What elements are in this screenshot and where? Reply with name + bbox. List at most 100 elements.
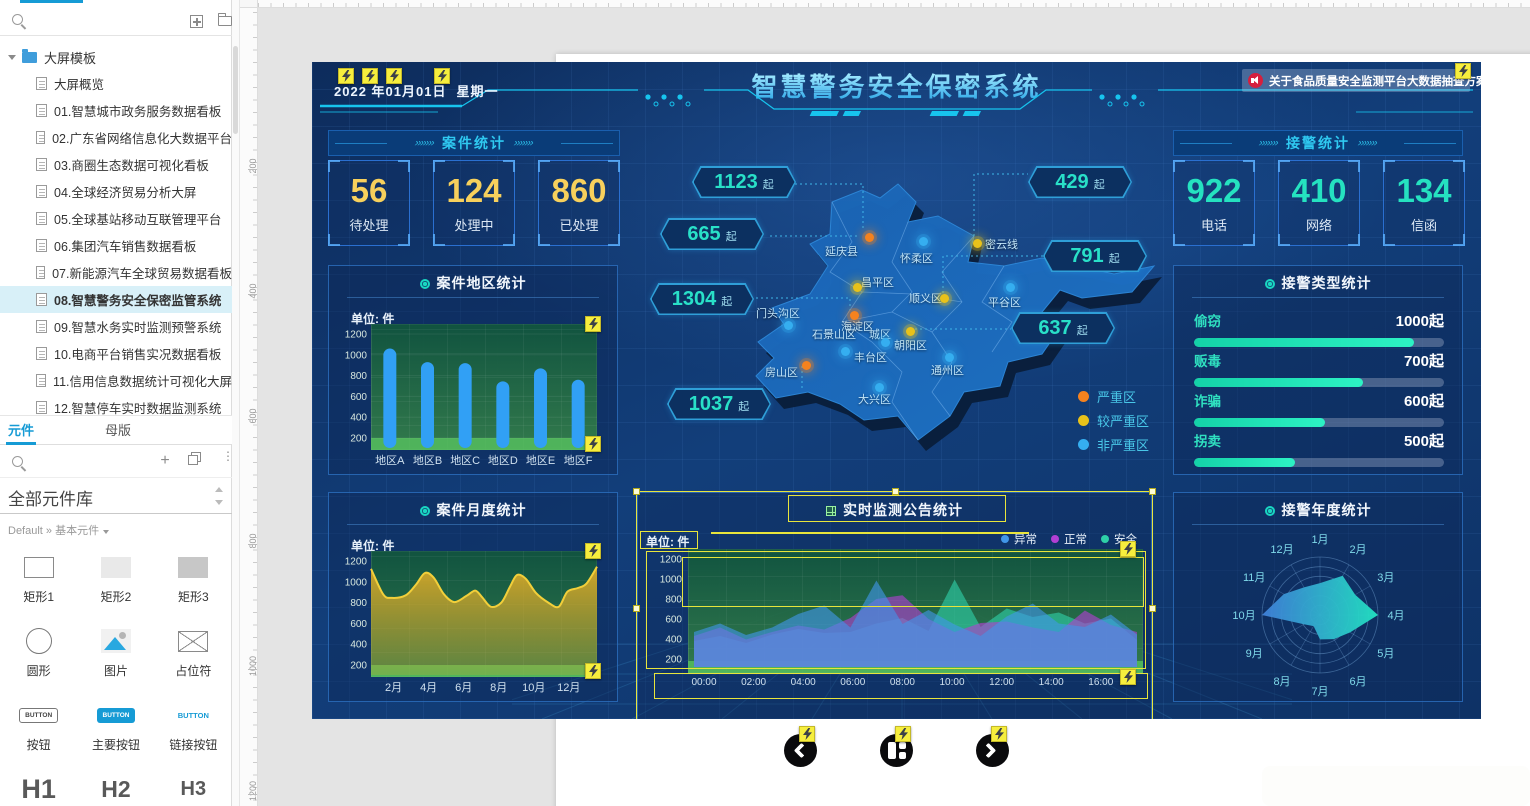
- sidebar-page-item[interactable]: 01.智慧城市政务服务数据看板: [0, 97, 232, 124]
- beijing-map[interactable]: [712, 162, 1172, 482]
- monthly-area-chart[interactable]: 1200 1000 800 600 400 200 2月 4月 6月 8月 10月 12月: [329, 549, 619, 703]
- map-callout[interactable]: 429 起: [1028, 166, 1132, 198]
- sidebar-scrollbar[interactable]: [232, 0, 240, 806]
- ring-icon: [419, 279, 430, 289]
- selection-handle[interactable]: [892, 488, 899, 495]
- stat-card[interactable]: 124 处理中: [433, 160, 515, 246]
- type-fill: [1194, 338, 1414, 347]
- map-callout[interactable]: 665 起: [660, 218, 764, 250]
- realtime-area-chart[interactable]: 1200 1000 800 600 400 200 00:00 02:00 04:00 06:00…: [638, 545, 1153, 701]
- library-search-icon[interactable]: [12, 456, 23, 467]
- selection-handle[interactable]: [633, 488, 640, 495]
- panel-case-monthly[interactable]: 案件月度统计 单位: 件 1200 1000 800 600 400 200 2月 4月 6月 8…: [328, 492, 618, 702]
- sidebar-page-item[interactable]: 04.全球经济贸易分析大屏: [0, 178, 232, 205]
- selection-handle[interactable]: [633, 605, 640, 612]
- dashboard-widget[interactable]: 智慧警务安全保密系统 2022 年01月01日 星期一 关于食品质量安全监测平台大…: [312, 62, 1481, 719]
- svg-text:地区C: 地区C: [450, 454, 480, 467]
- scrollbar-thumb[interactable]: [233, 46, 238, 134]
- component-btnl[interactable]: BUTTON 链接按钮: [155, 690, 232, 764]
- sidebar-page-item[interactable]: 08.智慧警务安全保密监管系统: [0, 286, 232, 313]
- sidebar-page-item[interactable]: 03.商圈生态数据可视化看板: [0, 151, 232, 178]
- tree-folder-row[interactable]: 大屏模板: [0, 44, 232, 70]
- stat-card[interactable]: 922 电话: [1173, 160, 1255, 246]
- component-h3[interactable]: H3: [155, 764, 232, 806]
- library-add-icon[interactable]: +: [160, 452, 170, 469]
- stat-card[interactable]: 410 网络: [1278, 160, 1360, 246]
- district-dot-severe: [802, 361, 811, 370]
- selection-handle[interactable]: [1149, 488, 1156, 495]
- tab-masters[interactable]: 母版: [105, 423, 132, 438]
- sidebar-page-item[interactable]: 10.电商平台销售实况数据看板: [0, 340, 232, 367]
- type-track: [1194, 378, 1444, 387]
- library-select[interactable]: 全部元件库: [0, 478, 232, 514]
- panel-alarm-annual[interactable]: 接警年度统计 1月 2月 3月 4月 5月 6月 7月 8月 9月 10月 11月 12月: [1173, 492, 1463, 702]
- svg-text:地区E: 地区E: [526, 454, 555, 467]
- sidebar-page-item[interactable]: 05.全球基站移动互联管理平台: [0, 205, 232, 232]
- ruler-label: 200: [248, 158, 258, 174]
- callout-body: 665 起: [661, 219, 763, 249]
- svg-text:600: 600: [350, 392, 367, 403]
- sidebar-page-item[interactable]: 11.信用信息数据统计可视化大屏: [0, 367, 232, 394]
- component-h2[interactable]: H2: [77, 764, 154, 806]
- sidebar-page-item[interactable]: 02.广东省网络信息化大数据平台: [0, 124, 232, 151]
- component-image[interactable]: 图片: [77, 616, 154, 690]
- tab-components[interactable]: 元件: [8, 423, 35, 438]
- library-duplicate-icon[interactable]: [188, 455, 198, 465]
- callout-body: 1123 起: [693, 167, 795, 197]
- caret-down-icon[interactable]: [8, 54, 16, 60]
- stat-card[interactable]: 134 信函: [1383, 160, 1465, 246]
- component-btn[interactable]: BUTTON 按钮: [0, 690, 77, 764]
- more-options-icon[interactable]: ⋮: [222, 449, 234, 463]
- ring-icon: [419, 506, 430, 516]
- sidebar-page-item[interactable]: 大屏概览: [0, 70, 232, 97]
- page-label: 06.集团汽车销售数据看板: [54, 240, 197, 254]
- component-label: 图片: [103, 664, 128, 678]
- ring-icon: [1264, 506, 1275, 516]
- panel-alarm-types[interactable]: 接警类型统计 偷窃 1000起 贩毒 700起 诈骗 600起 拐卖 500起: [1173, 265, 1463, 475]
- announcement-bar[interactable]: 关于食品质量安全监测平台大数据抽查方案: [1242, 69, 1481, 92]
- map-callout[interactable]: 791 起: [1043, 240, 1147, 272]
- component-ph[interactable]: 占位符: [155, 616, 232, 690]
- sidebar-page-item[interactable]: 06.集团汽车销售数据看板: [0, 232, 232, 259]
- component-btnp[interactable]: BUTTON 主要按钮: [77, 690, 154, 764]
- component-rect3[interactable]: 矩形3: [155, 542, 232, 616]
- map-callout[interactable]: 1123 起: [692, 166, 796, 198]
- component-h1[interactable]: H1: [0, 764, 77, 806]
- breadcrumb[interactable]: Default » 基本元件: [8, 522, 110, 538]
- svg-text:地区A: 地区A: [375, 454, 405, 467]
- add-folder-icon[interactable]: [218, 13, 232, 26]
- component-rect1[interactable]: 矩形1: [0, 542, 77, 616]
- sidebar-page-item[interactable]: 07.新能源汽车全球贸易数据看板: [0, 259, 232, 286]
- map-callout[interactable]: 1037 起: [667, 388, 771, 420]
- sidebar-page-item[interactable]: 12.智慧停车实时数据监测系统: [0, 394, 232, 415]
- component-rect2[interactable]: 矩形2: [77, 542, 154, 616]
- panel-title: 案件地区统计: [329, 273, 617, 293]
- component-circle[interactable]: 圆形: [0, 616, 77, 690]
- svg-text:1200: 1200: [345, 557, 368, 568]
- selection-handle[interactable]: [1149, 605, 1156, 612]
- component-icon: [178, 552, 209, 582]
- svg-text:地区B: 地区B: [413, 454, 442, 467]
- ruler-tick: [248, 794, 257, 795]
- search-icon[interactable]: [12, 14, 23, 25]
- stat-card[interactable]: 56 待处理: [328, 160, 410, 246]
- stat-label: 处理中: [454, 217, 494, 233]
- map-callout[interactable]: 637 起: [1011, 312, 1115, 344]
- panel-case-region[interactable]: 案件地区统计 单位: 件 1200 1000 800 600 400 200 地区A 地区B 地…: [328, 265, 618, 475]
- svg-text:06:00: 06:00: [840, 677, 865, 688]
- legend-dot: [1078, 390, 1089, 402]
- type-bar-row: 拐卖 500起: [1194, 430, 1444, 467]
- panel-realtime[interactable]: 实时监测公告统计 单位: 件 异常 正常 安全 1200 1000 800 600 400 2…: [633, 488, 1156, 719]
- annual-radar-chart[interactable]: 1月 2月 3月 4月 5月 6月 7月 8月 9月 10月 11月 12月: [1174, 531, 1464, 701]
- legend-item: 非严重区: [1078, 432, 1149, 456]
- add-page-icon[interactable]: [190, 15, 203, 28]
- panel-title: 实时监测公告统计: [638, 500, 1151, 520]
- ruler-tick: [248, 419, 257, 420]
- stat-card[interactable]: 860 已处理: [538, 160, 620, 246]
- region-bar-chart[interactable]: 1200 1000 800 600 400 200 地区A 地区B 地区C 地区D 地区E 地区F: [329, 322, 619, 476]
- district-dot-normal: [784, 321, 793, 330]
- sidebar-page-item[interactable]: 09.智慧水务实时监测预警系统: [0, 313, 232, 340]
- callout-body: 1037 起: [668, 389, 770, 419]
- map-callout[interactable]: 1304 起: [650, 283, 754, 315]
- ruler-tick: [248, 669, 257, 670]
